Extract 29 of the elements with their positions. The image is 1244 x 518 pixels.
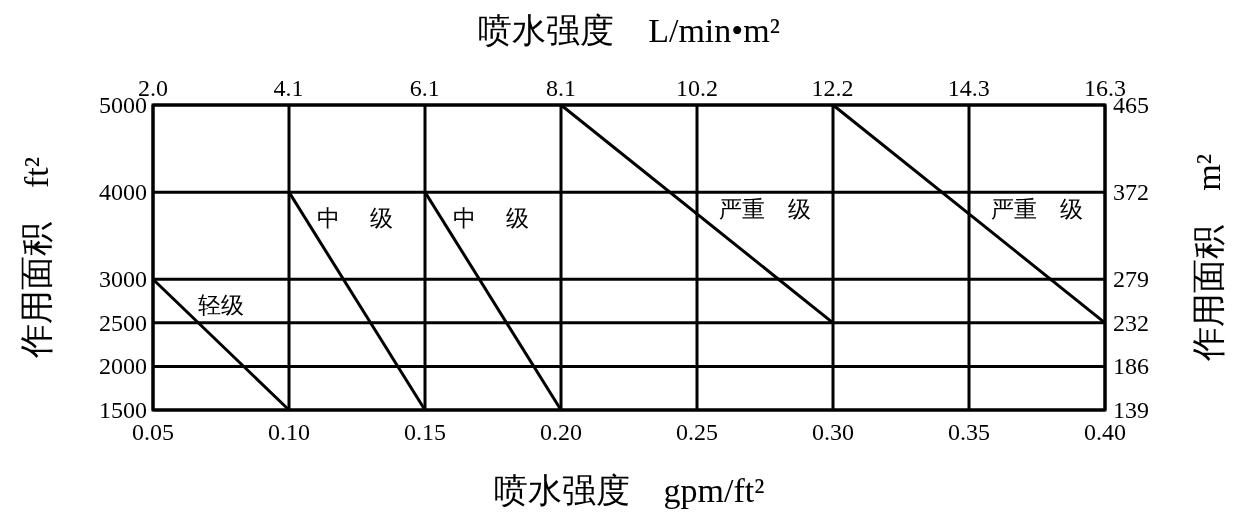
annotation: 中 级	[453, 205, 530, 232]
y2-tick-label: 186	[1113, 353, 1149, 380]
y-tick-label: 2500	[99, 309, 147, 336]
y2-tick-label: 279	[1113, 266, 1149, 293]
y-tick-label: 2000	[99, 353, 147, 380]
y-tick-label: 3000	[99, 266, 147, 293]
y2-tick-label: 232	[1113, 309, 1149, 336]
x2-tick-label: 14.3	[947, 75, 990, 101]
x2-tick-label: 6.1	[409, 75, 440, 101]
y2-axis-title: 作用面积 m²	[1190, 154, 1227, 362]
x2-tick-label: 4.1	[273, 75, 304, 101]
annotation: 严重 级	[991, 196, 1083, 222]
annotation: 中 级	[317, 205, 394, 232]
x-tick-label: 0.15	[404, 419, 446, 445]
y-tick-label: 4000	[99, 179, 147, 206]
y2-tick-label: 372	[1113, 179, 1149, 206]
x-axis-title: 喷水强度 gpm/ft²	[493, 472, 765, 509]
x2-tick-label: 10.2	[676, 75, 719, 101]
y-axis-title: 作用面积 ft²	[18, 157, 55, 359]
x2-tick-label: 8.1	[545, 75, 576, 101]
x2-tick-label: 12.2	[811, 75, 854, 101]
annotation: 轻级	[198, 292, 244, 319]
x-tick-label: 0.35	[948, 419, 990, 445]
x-tick-label: 0.25	[676, 419, 718, 445]
x2-axis-title: 喷水强度 L/min•m²	[478, 12, 780, 49]
annotation: 严重 级	[719, 196, 811, 222]
x-tick-label: 0.30	[812, 419, 854, 445]
x-tick-label: 0.20	[540, 419, 582, 445]
x-tick-label: 0.10	[268, 419, 310, 445]
